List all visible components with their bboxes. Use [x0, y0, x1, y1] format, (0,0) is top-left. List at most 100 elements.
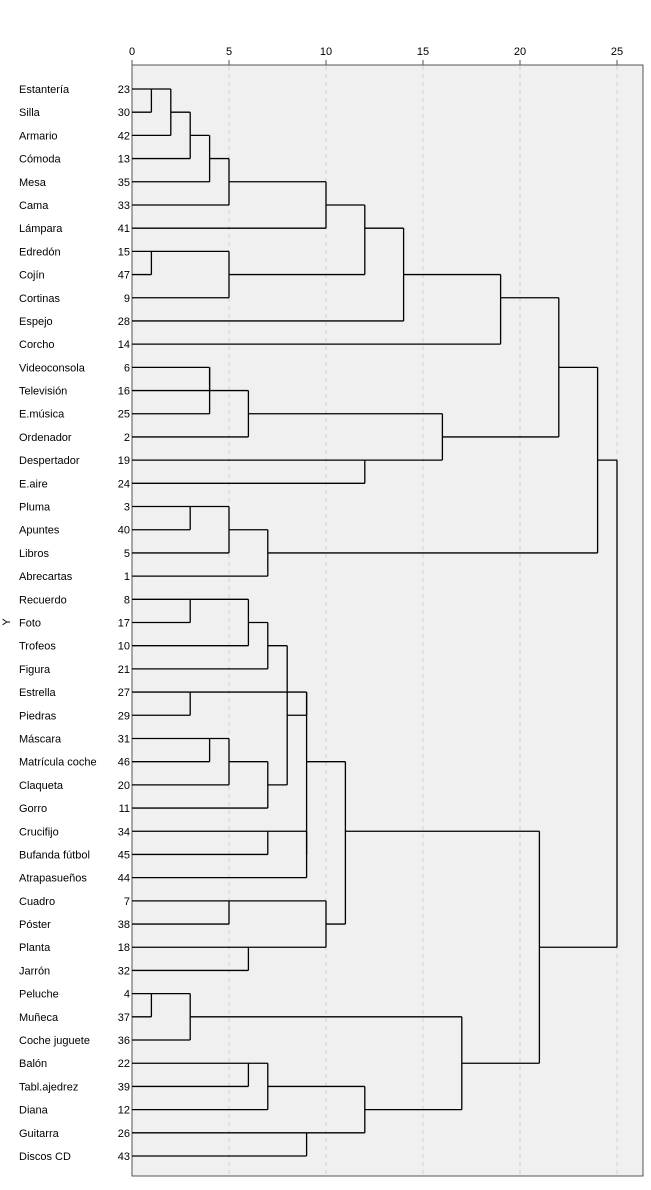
leaf-case-number: 38 — [118, 919, 130, 931]
leaf-label: Balón — [19, 1058, 47, 1070]
leaf-case-number: 13 — [118, 154, 130, 166]
leaf-case-number: 36 — [118, 1035, 130, 1047]
leaf-label: Jarrón — [19, 965, 50, 977]
leaf-label: Ordenador — [19, 432, 72, 444]
leaf-label: Edredón — [19, 246, 61, 258]
leaf-label: Crucifijo — [19, 826, 59, 838]
leaf-label: Peluche — [19, 989, 59, 1001]
leaf-label: Muñeca — [19, 1012, 59, 1024]
leaf-label: Claqueta — [19, 780, 64, 792]
x-tick-label: 10 — [320, 46, 332, 58]
leaf-case-number: 26 — [118, 1128, 130, 1140]
leaf-label: Videoconsola — [19, 362, 86, 374]
leaf-label: Silla — [19, 107, 41, 119]
leaf-case-number: 19 — [118, 455, 130, 467]
leaf-case-number: 43 — [118, 1151, 130, 1163]
leaf-case-number: 9 — [124, 293, 130, 305]
leaf-case-number: 12 — [118, 1105, 130, 1117]
leaf-case-number: 34 — [118, 826, 130, 838]
leaf-label: Libros — [19, 548, 49, 560]
leaf-case-number: 8 — [124, 594, 130, 606]
leaf-case-number: 35 — [118, 177, 130, 189]
x-tick-label: 20 — [514, 46, 526, 58]
leaf-case-number: 5 — [124, 548, 130, 560]
leaf-label: Póster — [19, 919, 51, 931]
x-tick-label: 0 — [129, 46, 135, 58]
leaf-case-number: 41 — [118, 223, 130, 235]
leaf-case-number: 33 — [118, 200, 130, 212]
leaf-label: Coche juguete — [19, 1035, 90, 1047]
leaf-case-number: 14 — [118, 339, 130, 351]
leaf-label: Pluma — [19, 502, 51, 514]
leaf-case-number: 18 — [118, 942, 130, 954]
leaf-label: Foto — [19, 618, 41, 630]
leaf-label: Trofeos — [19, 641, 56, 653]
leaf-case-number: 2 — [124, 432, 130, 444]
leaf-label: Televisión — [19, 386, 67, 398]
leaf-label: Tabl.ajedrez — [19, 1081, 78, 1093]
leaf-case-number: 39 — [118, 1081, 130, 1093]
plot-area — [131, 64, 644, 1177]
leaf-label: Matrícula coche — [19, 757, 97, 769]
leaf-case-number: 40 — [118, 525, 130, 537]
leaf-case-number: 22 — [118, 1058, 130, 1070]
leaf-case-number: 44 — [118, 873, 130, 885]
leaf-label: E.música — [19, 409, 65, 421]
leaf-case-number: 21 — [118, 664, 130, 676]
leaf-label: Apuntes — [19, 525, 60, 537]
leaf-case-number: 31 — [118, 733, 130, 745]
leaf-label: E.aire — [19, 478, 48, 490]
leaf-label: Figura — [19, 664, 51, 676]
leaf-label: Cómoda — [19, 154, 61, 166]
leaf-case-number: 32 — [118, 965, 130, 977]
leaf-label: Corcho — [19, 339, 54, 351]
leaf-label: Planta — [19, 942, 51, 954]
leaf-case-number: 28 — [118, 316, 130, 328]
leaf-label: Atrapasueños — [19, 873, 87, 885]
leaf-case-number: 45 — [118, 849, 130, 861]
leaf-label: Lámpara — [19, 223, 63, 235]
leaf-label: Estrella — [19, 687, 57, 699]
x-tick-label: 15 — [417, 46, 429, 58]
leaf-label: Piedras — [19, 710, 57, 722]
leaf-case-number: 1 — [124, 571, 130, 583]
y-axis-label: Y — [1, 618, 13, 626]
leaf-label: Armario — [19, 130, 58, 142]
leaf-label: Cama — [19, 200, 49, 212]
leaf-label: Bufanda fútbol — [19, 849, 90, 861]
x-tick-label: 5 — [226, 46, 232, 58]
leaf-label: Diana — [19, 1105, 49, 1117]
leaf-case-number: 3 — [124, 502, 130, 514]
leaf-label: Mesa — [19, 177, 47, 189]
leaf-case-number: 29 — [118, 710, 130, 722]
leaf-label: Despertador — [19, 455, 80, 467]
leaf-label: Gorro — [19, 803, 47, 815]
leaf-label: Cojín — [19, 270, 45, 282]
leaf-label: Espejo — [19, 316, 53, 328]
leaf-label: Máscara — [19, 733, 62, 745]
leaf-case-number: 30 — [118, 107, 130, 119]
leaf-label: Abrecartas — [19, 571, 73, 583]
leaf-case-number: 11 — [119, 803, 130, 815]
leaf-label: Discos CD — [19, 1151, 71, 1163]
leaf-case-number: 17 — [118, 618, 130, 630]
leaf-case-number: 16 — [118, 386, 130, 398]
leaf-label: Cuadro — [19, 896, 55, 908]
leaf-case-number: 4 — [124, 989, 130, 1001]
leaf-case-number: 47 — [118, 270, 130, 282]
leaf-case-number: 46 — [118, 757, 130, 769]
leaf-label: Guitarra — [19, 1128, 60, 1140]
leaf-case-number: 42 — [118, 130, 130, 142]
leaf-case-number: 23 — [118, 84, 130, 96]
leaf-case-number: 10 — [118, 641, 130, 653]
leaf-label: Recuerdo — [19, 594, 67, 606]
leaf-label: Estantería — [19, 84, 70, 96]
leaf-case-number: 15 — [118, 246, 130, 258]
leaf-case-number: 7 — [124, 896, 130, 908]
leaf-case-number: 20 — [118, 780, 130, 792]
leaf-case-number: 24 — [118, 478, 130, 490]
leaf-case-number: 37 — [118, 1012, 130, 1024]
x-tick-label: 25 — [611, 46, 623, 58]
leaf-case-number: 6 — [124, 362, 130, 374]
